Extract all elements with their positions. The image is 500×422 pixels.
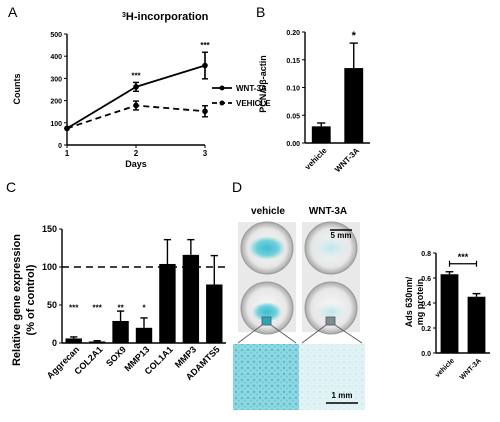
panel-d-y-tick-label: 0.0 [421, 351, 431, 358]
panel-d-y-tick-label: 0.8 [421, 251, 431, 258]
panel-c-y-axis-label-line1: Relative gene expression [11, 234, 23, 366]
panel-a-y-tick-label: 500 [50, 32, 62, 39]
panel-b-y-tick-label: 0.10 [286, 86, 300, 93]
zoom-line-vehicle-right [270, 324, 297, 344]
panel-c-bar-mmp13 [135, 327, 153, 343]
panel-a-line-chart: 3H-incorporation Days Counts 0 100 200 300 4… [12, 11, 271, 169]
panel-c-significance-marker: * [142, 304, 146, 313]
panel-d-category-label-wnt-3a: WNT-3A [459, 357, 483, 381]
panel-d-category-label-vehicle: vehicle [434, 357, 456, 379]
panel-a-y-tick-label: 400 [50, 54, 62, 61]
panel-b-bars: vehicle WNT-3A * [303, 30, 364, 174]
panel-a-axes: 0 100 200 300 400 500 1 2 3 [50, 32, 207, 158]
panel-b-y-tick-label: 0.15 [286, 58, 300, 65]
panel-b-bar-chart: PCNA/β-actin 0.00 0.05 0.10 0.15 0.20 vehicl… [258, 30, 370, 174]
panel-b-bar-wnt-3a [344, 68, 364, 143]
panel-label-a: A [8, 4, 18, 20]
significance-marker: *** [200, 41, 210, 50]
micrograph-wnt3a [299, 344, 365, 410]
panel-d-y-tick-label: 0.6 [421, 276, 431, 283]
panel-label-b: B [256, 4, 265, 20]
zoom-line-wnt3a-left [301, 324, 327, 344]
panel-c-y-tick-label: 100 [42, 262, 57, 272]
micrograph-vehicle [233, 344, 299, 410]
panel-c-y-axis-label-line2: (% of control) [25, 264, 37, 335]
panel-a-x-tick-label: 2 [134, 149, 139, 158]
panel-c-bar-col2a1 [88, 341, 106, 343]
panel-a-y-tick-label: 200 [50, 99, 62, 106]
data-point-vehicle [202, 108, 208, 115]
panel-b-y-tick-label: 0.20 [286, 30, 300, 37]
panel-a-x-axis-label: Days [125, 159, 147, 169]
panel-a-y-axis-label: Counts [12, 74, 22, 105]
panel-d-y-axis-label-line2: mg protein [415, 279, 425, 326]
panel-d-bar-chart: Ads 630nm/ mg protein 0.0 0.2 0.4 0.6 0.8 ve… [404, 251, 490, 381]
panel-c-y-tick-label: 50 [47, 300, 57, 310]
photo-label-vehicle: vehicle [251, 206, 285, 217]
panel-label-d: D [232, 179, 242, 195]
panel-label-c: C [6, 179, 16, 195]
panel-c-category-label-aggrecan: Aggrecan [45, 344, 81, 380]
panel-d-y-axis-label-line1: Ads 630nm/ [404, 276, 414, 327]
panel-c-bar-aggrecan [65, 338, 82, 343]
stain-wnt3a-top [313, 236, 349, 260]
panel-d-bar-vehicle [440, 274, 459, 353]
panel-d-photographs: vehicle WNT-3A 5 mm 1 mm [233, 206, 365, 410]
legend-label-vehicle: VEHICLE [236, 99, 271, 108]
panel-b-bar-vehicle [311, 126, 331, 143]
data-point-vehicle [133, 102, 139, 109]
scale-label-5mm: 5 mm [331, 231, 352, 240]
panel-d-y-tick-label: 0.2 [421, 326, 431, 333]
panel-d-bars: vehicle WNT-3A *** [434, 252, 486, 381]
panel-b-category-label-vehicle: vehicle [303, 146, 329, 172]
panel-b-y-axis-label: PCNA/β-actin [258, 55, 268, 113]
panel-a-x-tick-label: 3 [203, 149, 208, 158]
scale-label-1mm: 1 mm [332, 391, 353, 400]
panel-a-legend: WNT-3A VEHICLE [212, 84, 271, 108]
panel-b-y-tick-label: 0.00 [286, 141, 300, 148]
panel-d-bar-wnt-3a [467, 296, 486, 353]
data-point-wnt-3a [133, 84, 139, 90]
data-point-vehicle [64, 125, 70, 132]
panel-c-bar-mmp3 [182, 254, 200, 343]
panel-b-significance-marker: * [352, 30, 357, 42]
panel-d-significance-marker: *** [458, 252, 469, 262]
legend-marker-wnt-3a [219, 85, 225, 91]
panel-c-y-tick-label: 0 [52, 338, 57, 348]
panel-c-bar-col1a1 [159, 263, 176, 343]
stain-vehicle-bottom [252, 302, 282, 322]
panel-a-y-tick-label: 0 [58, 143, 62, 150]
panel-a-y-tick-label: 300 [50, 76, 62, 83]
panel-c-significance-marker: *** [69, 304, 79, 313]
stain-wnt3a-bottom [316, 302, 346, 322]
zoom-box-wnt3a [325, 316, 336, 326]
panel-c-bar-sox9 [112, 320, 129, 343]
zoom-line-vehicle-left [237, 324, 263, 344]
stain-vehicle-top [249, 236, 285, 260]
panel-a-series: *** *** [64, 41, 211, 132]
panel-b-y-tick-label: 0.05 [286, 113, 300, 120]
panel-c-bar-chart: Relative gene expression (% of control) … [11, 224, 226, 382]
panel-c-bar-adamts5 [206, 284, 223, 343]
panel-b-category-label-wnt-3a: WNT-3A [333, 146, 361, 174]
panel-c-y-tick-label: 150 [42, 224, 57, 234]
panel-c-significance-marker: *** [92, 304, 102, 313]
legend-label-wnt-3a: WNT-3A [236, 84, 267, 93]
panel-c-significance-marker: ** [117, 304, 124, 313]
significance-marker: *** [131, 71, 141, 80]
legend-marker-vehicle [219, 100, 225, 106]
zoom-box-vehicle [261, 316, 272, 326]
panel-a-x-tick-label: 1 [65, 149, 70, 158]
panel-d-y-tick-label: 0.4 [421, 301, 431, 308]
data-point-wnt-3a [202, 62, 208, 69]
photo-label-wnt3a: WNT-3A [309, 206, 347, 217]
zoom-line-wnt3a-right [334, 324, 363, 344]
panel-a-y-tick-label: 100 [50, 121, 62, 128]
panel-a-title: 3H-incorporation [122, 11, 209, 23]
